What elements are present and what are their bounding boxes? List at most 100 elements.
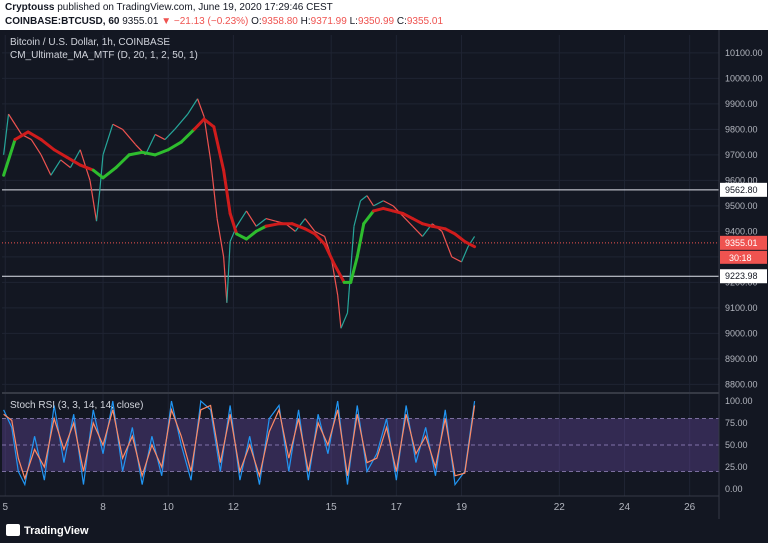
price-segment xyxy=(122,128,137,146)
change-text: −21.13 (−0.23%) xyxy=(173,16,249,27)
level-label-bg xyxy=(720,182,767,197)
price-segment xyxy=(265,218,276,222)
chart-canvas[interactable]: 8800.008900.009000.009100.009200.009300.… xyxy=(0,30,768,519)
ma-segment xyxy=(453,232,467,244)
price-segment xyxy=(340,312,349,329)
price-segment xyxy=(304,218,316,232)
price-segment xyxy=(460,246,469,263)
header-bar: Cryptouss published on TradingView.com, … xyxy=(0,0,768,30)
level-label-bg xyxy=(720,269,767,284)
open-label: O: xyxy=(251,16,262,27)
down-arrow-icon: ▼ xyxy=(161,16,172,27)
price-segment xyxy=(203,116,212,161)
chart-title: Bitcoin / U.S. Dollar, 1h, COINBASE xyxy=(10,37,171,48)
price-tick-label: 9900.00 xyxy=(725,99,758,109)
ma-segment xyxy=(463,240,477,249)
ma-segment xyxy=(2,138,17,177)
price-segment xyxy=(226,241,231,303)
countdown-bg xyxy=(720,250,767,264)
price-segment xyxy=(40,154,52,176)
price-segment xyxy=(383,200,394,207)
price-segment xyxy=(314,230,325,237)
ma-series xyxy=(2,117,477,284)
time-tick-label: 19 xyxy=(456,502,468,513)
price-segment xyxy=(164,128,176,140)
price-pane xyxy=(2,35,719,392)
price-segment xyxy=(79,149,91,181)
time-tick-label: 15 xyxy=(326,502,338,513)
last-price-label-bg xyxy=(720,235,767,250)
ohlc-line: COINBASE:BTCUSD, 60 9355.01 ▼ −21.13 (−0… xyxy=(5,16,443,27)
price-tick-label: 10100.00 xyxy=(725,48,763,58)
low-label: L: xyxy=(349,16,358,27)
tradingview-logo[interactable]: TradingView xyxy=(6,524,89,537)
horizontal-levels[interactable] xyxy=(2,189,719,277)
ma-segment xyxy=(101,166,118,180)
price-segment xyxy=(89,180,98,222)
author-name[interactable]: Cryptouss xyxy=(5,2,55,13)
price-segment xyxy=(95,190,101,222)
price-segment xyxy=(245,210,257,227)
time-tick-label: 5 xyxy=(2,502,8,513)
price-segment xyxy=(154,133,166,141)
time-tick-label: 12 xyxy=(228,502,240,513)
ma-segment xyxy=(65,155,82,167)
ma-segment xyxy=(166,140,183,152)
price-segment xyxy=(187,98,199,115)
ma-segment xyxy=(313,232,327,246)
ma-segment xyxy=(290,222,307,231)
level-label: 9562.80 xyxy=(725,185,758,195)
ma-segment xyxy=(212,125,226,172)
price-segment xyxy=(346,226,355,313)
brand-text: TradingView xyxy=(24,525,89,537)
ma-segment xyxy=(222,168,232,215)
close-value: 9355.01 xyxy=(406,16,444,27)
level-label: 9223.98 xyxy=(725,271,758,281)
ma-segment xyxy=(52,148,69,159)
price-segment xyxy=(174,113,189,130)
rsi-tick-label: 75.00 xyxy=(725,418,748,428)
price-segment xyxy=(441,231,453,258)
price-segment xyxy=(30,139,42,156)
ma-segment xyxy=(323,242,336,266)
grid-lines xyxy=(2,35,719,496)
ma-segment xyxy=(26,130,43,142)
ma-segment xyxy=(303,227,317,236)
price-tick-label: 10000.00 xyxy=(725,73,763,83)
rsi-tick-label: 100.00 xyxy=(725,396,753,406)
ma-segment xyxy=(430,224,447,231)
low-value: 9350.99 xyxy=(357,16,395,27)
high-label: H: xyxy=(300,16,311,27)
ma-segment xyxy=(39,138,56,152)
ma-segment xyxy=(91,168,105,180)
ma-segment xyxy=(78,163,95,172)
price-segment xyxy=(255,218,267,227)
axes: 8800.008900.009000.009100.009200.009300.… xyxy=(0,30,768,519)
ma-segment xyxy=(235,232,248,241)
price-segment xyxy=(99,154,104,191)
price-segment xyxy=(3,113,10,155)
rsi-tick-label: 0.00 xyxy=(725,484,743,494)
ma-segment xyxy=(254,224,268,233)
ma-segment xyxy=(153,148,170,157)
countdown-label: 30:18 xyxy=(729,253,752,263)
time-tick-label: 26 xyxy=(684,502,696,513)
price-segment xyxy=(144,134,156,156)
ma-segment xyxy=(264,222,281,228)
price-segment xyxy=(8,113,16,125)
ma-segment xyxy=(228,212,239,236)
ma-segment xyxy=(411,217,424,226)
price-segment xyxy=(196,98,205,117)
ma-segment xyxy=(420,222,434,228)
ma-segment xyxy=(381,206,395,213)
price-tick-label: 9000.00 xyxy=(725,328,758,338)
close-label: C: xyxy=(396,16,407,27)
last-price-text: 9355.01 xyxy=(122,16,159,27)
ma-segment xyxy=(114,153,131,170)
price-tick-label: 9100.00 xyxy=(725,303,758,313)
last-price-label: 9355.01 xyxy=(725,238,758,248)
ma-segment xyxy=(349,255,359,284)
high-value: 9371.99 xyxy=(310,16,347,27)
ma-segment xyxy=(362,209,376,226)
price-segment xyxy=(69,149,81,168)
